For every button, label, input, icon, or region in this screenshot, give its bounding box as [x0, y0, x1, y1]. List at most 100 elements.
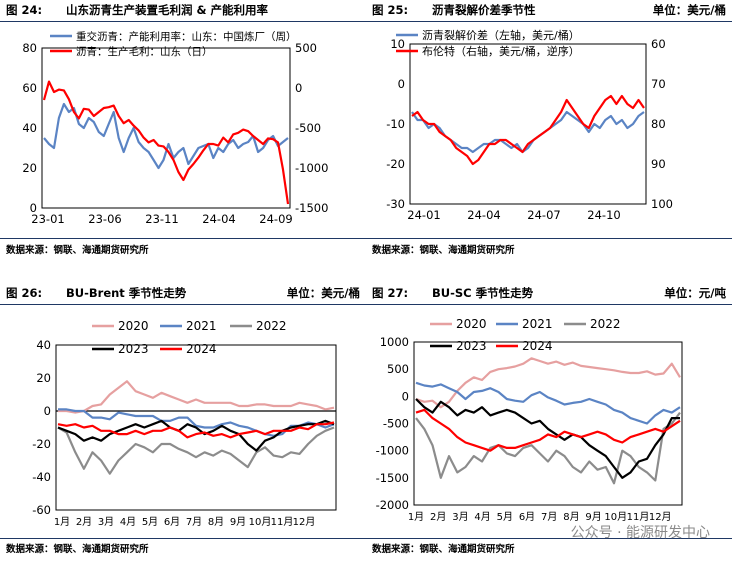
header-rule	[0, 304, 366, 305]
figure-number: 图 24:	[6, 3, 43, 17]
figure-title: 沥青裂解价差季节性	[432, 3, 536, 17]
y-tick-label: 40	[36, 338, 51, 352]
legend-label: 2020	[456, 317, 487, 331]
series-line-2	[57, 426, 335, 475]
x-tick-label: 7月	[186, 516, 202, 528]
figure-header: 图 25: 沥青裂解价差季节性 单位：美元/桶	[366, 0, 732, 18]
panel-27: 图 27: BU-SC 季节性走势 单位：元/吨 1000 500 0 -500 -10…	[366, 283, 732, 561]
series-line-0	[411, 110, 645, 154]
legend-label: 2023	[118, 342, 149, 356]
x-tick-label: 3月	[452, 511, 468, 523]
y-tick-label: 0	[44, 404, 51, 418]
footer-rule	[0, 538, 366, 539]
y2-tick-label: 100	[651, 197, 673, 211]
figure-unit: 单位：美元/桶	[652, 3, 726, 17]
series-line-0	[43, 102, 289, 170]
x-tick-label: 8月	[208, 516, 224, 528]
legend-label: 2021	[522, 317, 553, 331]
legend-label: 沥青：生产毛利：山东（日）	[76, 45, 213, 58]
x-tick-label: 4月	[474, 511, 490, 523]
y2-tick-label: 80	[651, 117, 666, 131]
footer-rule	[366, 538, 732, 539]
header-rule	[366, 304, 732, 305]
x-tick-label: 24-10	[587, 208, 620, 222]
series-line-3	[57, 419, 335, 452]
plot-frame	[409, 43, 647, 205]
x-tick-label: 24-01	[407, 208, 440, 222]
y2-tick-label: 500	[295, 41, 317, 55]
series-line-3	[415, 398, 680, 479]
series-line-0	[58, 380, 335, 414]
y2-tick-label: -1500	[295, 201, 328, 215]
source-note: 数据来源：钢联、海通期货研究所	[6, 245, 149, 256]
legend-label: 2022	[256, 319, 287, 333]
source-note: 数据来源：钢联、海通期货研究所	[372, 245, 515, 256]
series-line-0	[415, 357, 681, 409]
x-tick-label: 9月	[585, 511, 601, 523]
legend-label: 布伦特（右轴，美元/桶，逆序）	[422, 44, 580, 58]
y-tick-label: -30	[386, 197, 405, 211]
y-tick-label: -1500	[376, 471, 409, 485]
x-tick-label: 24-09	[259, 212, 292, 226]
legend-label: 2020	[118, 319, 149, 333]
figure-title: 山东沥青生产装置毛利润 & 产能利用率	[66, 3, 269, 17]
panel-26: 图 26: BU-Brent 季节性走势 单位：美元/桶 40 20 0 -20 -40…	[0, 283, 366, 561]
figure-title: BU-Brent 季节性走势	[66, 286, 187, 300]
y-tick-label: 1000	[380, 335, 409, 349]
watermark: 公众号 · 能源研发中心	[570, 525, 710, 541]
x-tick-label: 24-04	[467, 208, 500, 222]
x-tick-label: 1月	[408, 511, 424, 523]
series-line-1	[415, 381, 681, 425]
figure-header: 图 24: 山东沥青生产装置毛利润 & 产能利用率	[0, 0, 366, 18]
y-tick-label: -60	[32, 503, 51, 517]
x-tick-label: 6月	[164, 516, 180, 528]
x-tick-label: 4月	[120, 516, 136, 528]
panel-24: 图 24: 山东沥青生产装置毛利润 & 产能利用率 0 20 40 60 80 500 0 -…	[0, 0, 366, 258]
x-tick-label: 5月	[142, 516, 158, 528]
x-tick-label: 1月	[54, 516, 70, 528]
y-tick-label: -40	[32, 470, 51, 484]
legend-label: 2024	[186, 342, 217, 356]
x-tick-label: 7月	[541, 511, 557, 523]
plot-frame	[41, 47, 291, 209]
figure-number: 图 27:	[372, 286, 409, 300]
x-tick-label: 2月	[430, 511, 446, 523]
y-tick-label: 10	[390, 37, 405, 51]
y-tick-label: 20	[22, 161, 37, 175]
x-tick-label: 23-06	[88, 212, 121, 226]
figure-number: 图 25:	[372, 3, 409, 17]
legend-label: 沥青裂解价差（左轴，美元/桶）	[422, 28, 580, 42]
x-tick-label: 24-07	[527, 208, 560, 222]
x-tick-label: 11月	[627, 511, 650, 523]
figure-unit: 单位：元/吨	[664, 286, 726, 300]
y-tick-label: 20	[36, 371, 51, 385]
y-tick-label: -20	[386, 157, 405, 171]
x-tick-label: 12月	[293, 516, 316, 528]
header-rule	[366, 21, 732, 22]
y-tick-label: 500	[387, 362, 409, 376]
x-tick-label: 12月	[649, 511, 672, 523]
legend-label: 重交沥青：产能利用率：山东：中国炼厂（周）	[76, 30, 297, 43]
y-tick-label: -1000	[376, 444, 409, 458]
series-line-4	[415, 408, 681, 452]
source-note: 数据来源：钢联、海通期货研究所	[6, 544, 149, 555]
x-tick-label: 5月	[497, 511, 513, 523]
series-line-1	[42, 80, 290, 205]
y-tick-label: 60	[22, 81, 37, 95]
x-tick-label: 6月	[519, 511, 535, 523]
x-tick-label: 23-11	[145, 212, 178, 226]
x-tick-label: 9月	[230, 516, 246, 528]
y2-tick-label: -500	[295, 121, 321, 135]
x-tick-label: 2月	[76, 516, 92, 528]
legend-label: 2022	[590, 317, 621, 331]
y-tick-label: 0	[402, 389, 409, 403]
y-tick-label: -2000	[376, 498, 409, 512]
figure-unit: 单位：美元/桶	[286, 286, 360, 300]
source-note: 数据来源：钢联、海通期货研究所	[372, 544, 515, 555]
plot-frame	[413, 341, 683, 506]
y2-tick-label: 90	[651, 157, 666, 171]
series-line-2	[415, 411, 681, 485]
y-tick-label: -10	[386, 117, 405, 131]
